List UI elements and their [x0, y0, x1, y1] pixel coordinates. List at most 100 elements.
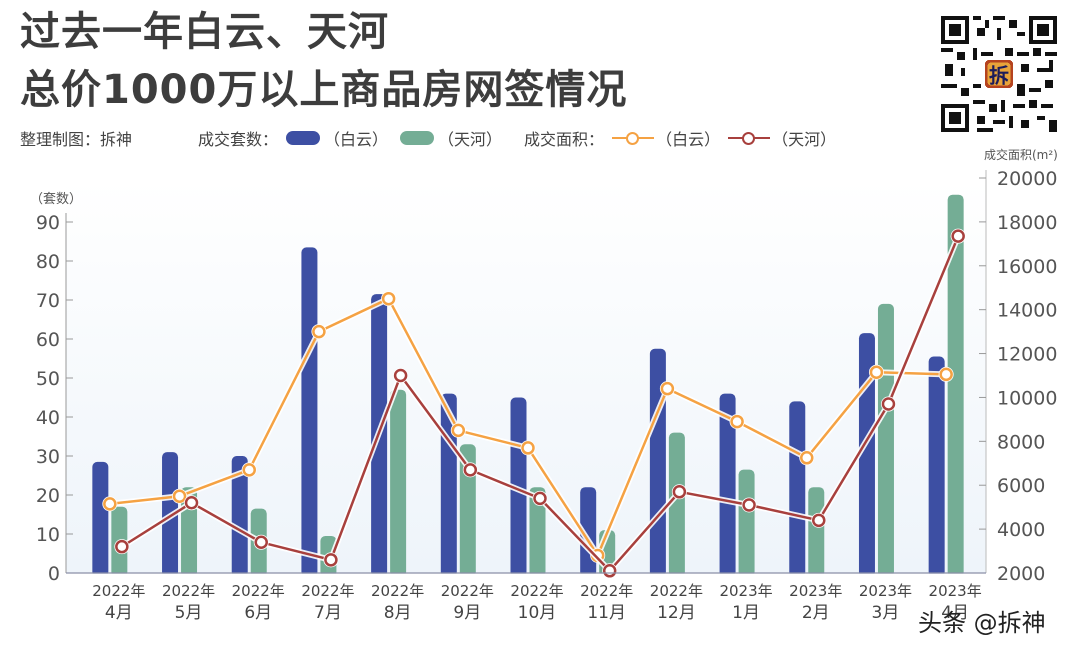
- x-tick-year: 2023年: [789, 582, 842, 600]
- legend-tianhe-bar-swatch: [400, 131, 435, 145]
- line-marker: [242, 463, 256, 477]
- line-marker: [881, 397, 896, 411]
- line-marker: [521, 441, 535, 455]
- left-axis-tick: 60: [36, 329, 60, 351]
- line-marker: [312, 324, 326, 339]
- credit-text: 整理制图：拆神: [20, 130, 133, 149]
- bar: [250, 508, 267, 577]
- bar: [231, 456, 248, 577]
- bar: [301, 247, 318, 577]
- x-tick-year: 2022年: [92, 582, 145, 600]
- left-axis-tick: 80: [36, 251, 60, 273]
- bar: [738, 469, 755, 577]
- line-marker: [381, 291, 396, 306]
- bar: [181, 487, 198, 577]
- x-tick-year: 2022年: [441, 582, 494, 600]
- bar: [789, 401, 806, 577]
- watermark: 头条 @拆神: [918, 609, 1046, 637]
- line-marker: [324, 553, 338, 567]
- legend-count-label: 成交套数：: [198, 130, 279, 149]
- x-tick-year: 2022年: [232, 582, 285, 600]
- x-tick-month: 8月: [384, 603, 412, 623]
- bar: [877, 303, 894, 577]
- x-tick-month: 9月: [453, 603, 481, 623]
- qr-logo-glyph: 拆: [989, 63, 1009, 87]
- plot-area: [66, 180, 986, 573]
- x-tick-month: 4月: [105, 603, 133, 623]
- line-path: [121, 235, 960, 573]
- legend-baiyun-bar-swatch: [286, 131, 321, 145]
- bar: [580, 487, 597, 577]
- chart-title-line1: 过去一年白云、天河: [20, 9, 389, 55]
- left-axis-tick: 50: [36, 368, 60, 390]
- left-axis-label: （套数）: [30, 191, 82, 207]
- bar: [510, 397, 527, 577]
- right-axis-tick: 12000: [997, 344, 1057, 366]
- line-series: [102, 228, 966, 579]
- chart-title-line2: 总价1000万以上商品房网签情况: [20, 67, 628, 113]
- x-tick-month: 1月: [732, 603, 760, 623]
- legend-row: 整理制图：拆神 成交套数： （白云） （天河） 成交面积： （白云） （天河）: [20, 126, 836, 150]
- right-axis-tick: 10000: [997, 387, 1057, 409]
- x-tick-month: 12月: [657, 603, 696, 623]
- bar: [111, 506, 128, 577]
- right-axis-tick: 4000: [997, 519, 1045, 541]
- bar: [928, 356, 945, 577]
- bar: [92, 461, 109, 577]
- bar-series: [67, 194, 986, 580]
- line-marker: [800, 451, 814, 465]
- bar: [599, 530, 616, 577]
- legend-tianhe-line-marker-icon: [728, 130, 771, 146]
- x-axis: 2022年 4月 2022年 5月 2022年 6月 2022年 7月 2022年 8月 2022年…: [66, 572, 986, 623]
- legend-tianhe-bar-label: （天河）: [438, 130, 503, 149]
- right-axis-tick: 16000: [997, 256, 1057, 278]
- line-marker: [672, 485, 687, 499]
- line-marker: [869, 365, 884, 379]
- left-axis-tick: 40: [36, 407, 60, 429]
- right-axis-tick: 6000: [997, 475, 1045, 497]
- bar: [649, 348, 666, 577]
- left-axis: 0 10 20 30 40 50 60 70 80 90: [36, 212, 73, 585]
- legend-baiyun-line-label: （白云）: [656, 130, 721, 149]
- x-tick-year: 2022年: [580, 582, 633, 600]
- legend-tianhe-line-label: （天河）: [772, 130, 837, 149]
- line-marker: [115, 539, 129, 554]
- line-marker: [939, 367, 953, 382]
- x-tick-year: 2022年: [371, 582, 424, 600]
- x-tick-month: 7月: [314, 603, 342, 623]
- left-axis-tick: 10: [36, 524, 60, 546]
- x-tick-month: 5月: [175, 603, 203, 623]
- right-axis-label: 成交面积(m²): [984, 148, 1058, 162]
- bar: [440, 393, 457, 577]
- left-axis-tick: 70: [36, 290, 60, 312]
- line-marker: [951, 229, 965, 243]
- bar: [529, 487, 546, 577]
- x-tick-year: 2023年: [929, 582, 982, 600]
- right-axis-tick: 2000: [997, 563, 1045, 585]
- x-tick-month: 3月: [872, 603, 900, 623]
- bar: [320, 535, 337, 577]
- line-marker: [184, 496, 199, 510]
- line-marker: [602, 564, 617, 578]
- x-tick-year: 2022年: [650, 582, 703, 600]
- left-axis-tick: 90: [36, 212, 60, 234]
- bar: [459, 444, 476, 577]
- x-tick-year: 2022年: [510, 582, 563, 600]
- right-axis-tick: 14000: [997, 300, 1057, 322]
- bar: [668, 432, 685, 577]
- left-axis-tick: 0: [48, 563, 60, 585]
- x-tick-month: 11月: [587, 603, 626, 623]
- line-marker: [463, 463, 478, 477]
- line-marker: [660, 381, 675, 396]
- x-tick-month: 2月: [802, 603, 830, 623]
- legend-area-label: 成交面积：: [524, 130, 605, 149]
- right-axis-tick: 8000: [997, 431, 1045, 453]
- right-axis: 2000 4000 6000 8000 10000 12000 14000 16000 1800…: [979, 168, 1057, 585]
- legend-baiyun-line-marker-icon: [612, 130, 655, 146]
- line-marker: [533, 491, 547, 506]
- right-axis-tick: 18000: [997, 212, 1057, 234]
- legend-baiyun-bar-label: （白云）: [324, 130, 389, 149]
- bar: [371, 294, 388, 577]
- line-marker: [451, 423, 466, 438]
- qr-code-icon: 拆: [937, 12, 1061, 136]
